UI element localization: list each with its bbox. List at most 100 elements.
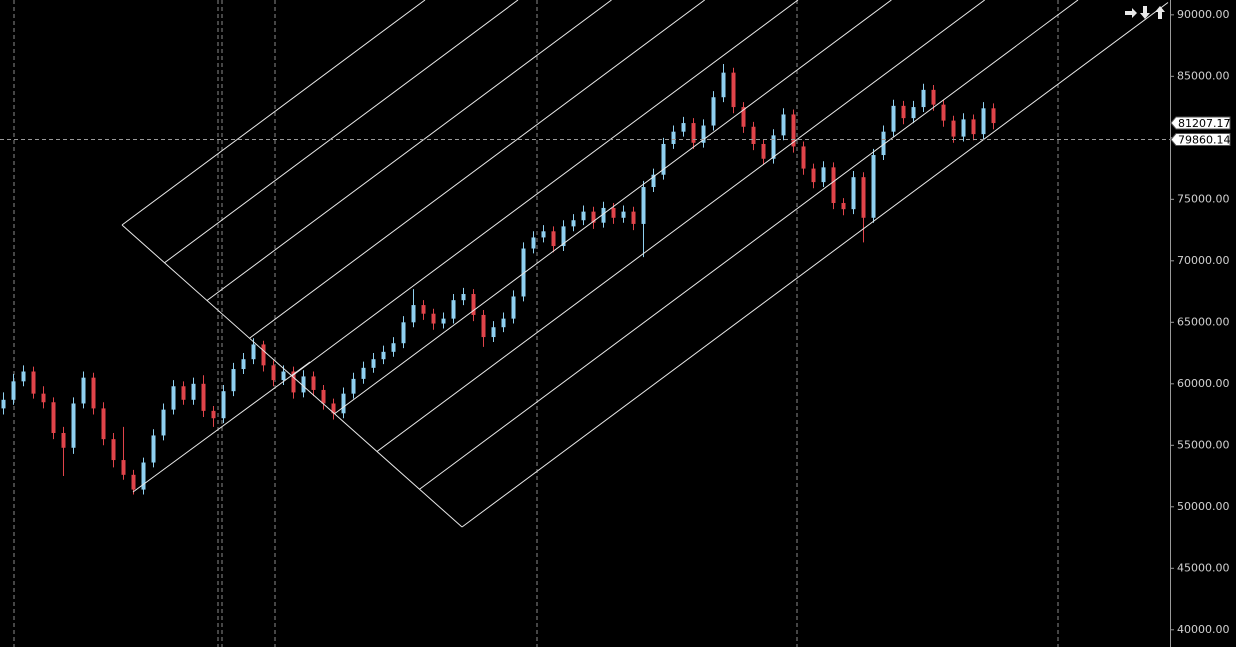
- pitchfork-line: [334, 0, 892, 415]
- candle-body: [121, 460, 126, 475]
- candle-body: [991, 108, 996, 124]
- candle-body: [931, 89, 936, 105]
- candle-body: [951, 120, 956, 137]
- scroll-down-icon[interactable]: [1140, 6, 1150, 19]
- candle-body: [721, 72, 726, 98]
- candle-body: [151, 435, 156, 463]
- candle-body: [361, 367, 366, 379]
- candle-body: [211, 410, 216, 419]
- scroll-right-icon[interactable]: [1125, 8, 1137, 18]
- candle-body: [691, 123, 696, 143]
- candle-body: [471, 294, 476, 315]
- pitchfork-handle: [132, 361, 311, 493]
- candle-body: [701, 125, 706, 143]
- y-tick-label: 70000.00: [1177, 254, 1230, 267]
- price-label: 79860.14: [1178, 134, 1231, 147]
- y-tick-label: 55000.00: [1177, 438, 1230, 451]
- candle-body: [491, 327, 496, 338]
- candle-body: [291, 371, 296, 393]
- pitchfork-line: [164, 0, 519, 264]
- candle-body: [31, 371, 36, 394]
- y-tick-label: 40000.00: [1177, 623, 1230, 636]
- candle-body: [611, 207, 616, 218]
- candle-body: [591, 211, 596, 223]
- candle-body: [631, 211, 636, 224]
- candle-body: [581, 211, 586, 221]
- candle-body: [111, 439, 116, 461]
- candles: [1, 64, 996, 495]
- candle-body: [171, 386, 176, 410]
- candle-body: [911, 107, 916, 119]
- candle-body: [481, 314, 486, 338]
- candle-body: [381, 351, 386, 360]
- pitchfork: [121, 0, 1169, 528]
- candle-body: [461, 294, 466, 301]
- candle-body: [791, 114, 796, 147]
- candle-body: [811, 168, 816, 183]
- candle-body: [311, 376, 316, 390]
- candle-body: [751, 126, 756, 144]
- candle-body: [861, 177, 866, 218]
- candle-body: [521, 248, 526, 297]
- pitchfork-line: [249, 0, 705, 339]
- price-label-box: [1170, 116, 1231, 130]
- candle-body: [621, 211, 626, 218]
- candle-body: [971, 119, 976, 135]
- candle-body: [391, 343, 396, 352]
- candle-body: [231, 369, 236, 392]
- scroll-up-icon[interactable]: [1155, 6, 1165, 19]
- candle-body: [91, 377, 96, 409]
- candle-body: [261, 344, 266, 366]
- candle-body: [961, 119, 966, 137]
- candle-body: [331, 403, 336, 414]
- y-tick-label: 75000.00: [1177, 192, 1230, 205]
- candle-body: [771, 135, 776, 159]
- y-tick-label: 65000.00: [1177, 315, 1230, 328]
- y-tick-label: 45000.00: [1177, 561, 1230, 574]
- candle-body: [851, 177, 856, 210]
- price-axis-panel: [1170, 0, 1236, 647]
- candle-body: [731, 72, 736, 108]
- candle-body: [881, 131, 886, 156]
- candle-body: [671, 131, 676, 144]
- time-separators: [13, 0, 1059, 647]
- candle-body: [241, 359, 246, 370]
- pitchfork-line: [376, 0, 985, 452]
- candle-body: [801, 146, 806, 169]
- scroll-icons[interactable]: [1125, 6, 1165, 19]
- pitchfork-line: [419, 0, 1079, 490]
- candle-body: [41, 393, 46, 403]
- pitchfork-line: [461, 2, 1169, 528]
- candle-body: [81, 377, 86, 404]
- candle-body: [131, 474, 136, 490]
- candle-body: [1, 399, 6, 409]
- candle-body: [431, 313, 436, 324]
- candle-body: [301, 376, 306, 393]
- candle-body: [661, 143, 666, 175]
- candle-body: [71, 403, 76, 448]
- candle-body: [651, 174, 656, 188]
- candle-body: [641, 187, 646, 224]
- candle-body: [921, 89, 926, 108]
- candle-body: [451, 300, 456, 319]
- candle-body: [501, 318, 506, 328]
- candle-body: [51, 402, 56, 433]
- candle-body: [511, 296, 516, 319]
- candle-body: [141, 462, 146, 490]
- y-tick-label: 50000.00: [1177, 500, 1230, 513]
- candle-body: [891, 105, 896, 132]
- y-tick-label: 60000.00: [1177, 377, 1230, 390]
- candle-body: [221, 391, 226, 419]
- candle-body: [841, 203, 846, 210]
- candle-body: [191, 383, 196, 400]
- price-label: 81207.17: [1178, 117, 1231, 130]
- candle-body: [981, 108, 986, 135]
- candle-body: [181, 386, 186, 400]
- candle-body: [541, 231, 546, 238]
- candle-body: [711, 97, 716, 126]
- candle-body: [551, 231, 556, 247]
- candle-body: [161, 409, 166, 436]
- candle-body: [61, 433, 66, 448]
- candle-body: [21, 371, 26, 382]
